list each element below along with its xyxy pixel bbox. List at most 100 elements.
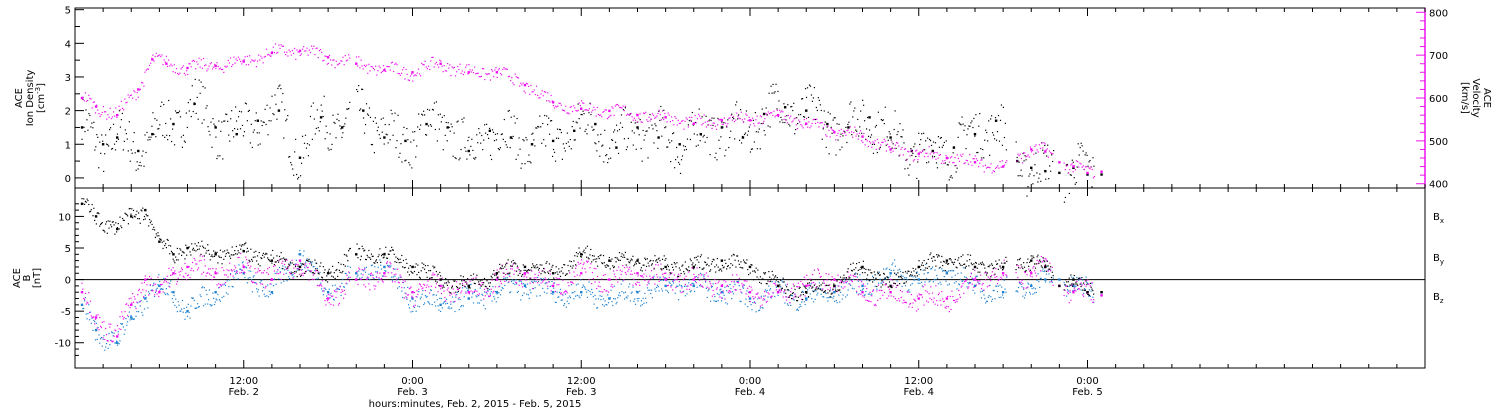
by-series-sample: [137, 311, 140, 313]
velocity-tick-label: 600: [1429, 94, 1448, 105]
bz-series-sample: [556, 284, 558, 286]
density-series-sample: [425, 134, 428, 136]
bz-series-sample: [338, 302, 340, 304]
velocity-series-sample: [1026, 155, 1028, 157]
density-series-sample: [855, 129, 857, 131]
bx-series-sample: [135, 214, 137, 216]
bz-series-sample: [1079, 278, 1081, 280]
bx-series-sample: [374, 262, 376, 264]
by-series-sample: [585, 291, 588, 293]
by-series-sample: [1034, 288, 1037, 290]
bz-series-sample: [526, 272, 529, 274]
bz-series-sample: [386, 261, 389, 263]
by-series-sample: [273, 278, 276, 280]
bx-series-point: [1001, 265, 1005, 269]
by-series-sample: [999, 284, 1001, 286]
by-series-sample: [731, 298, 733, 300]
bx-series-sample: [210, 255, 212, 258]
by-series-sample: [393, 268, 395, 270]
by-series-sample: [535, 280, 537, 283]
density-series-sample: [231, 110, 233, 112]
bx-series-sample: [341, 272, 343, 274]
by-series-sample: [595, 298, 597, 300]
bx-series-sample: [376, 261, 378, 264]
by-series-sample: [358, 270, 360, 272]
by-series-sample: [1003, 279, 1005, 281]
density-series-sample: [1016, 156, 1018, 159]
by-series-sample: [462, 305, 465, 307]
by-series-sample: [1050, 279, 1053, 282]
bz-series-sample: [379, 272, 381, 274]
density-series-sample: [733, 118, 735, 120]
by-series-sample: [460, 306, 462, 308]
by-series-sample: [164, 292, 166, 294]
bz-series-sample: [633, 278, 635, 280]
bz-series-point: [748, 291, 752, 294]
bz-series-sample: [124, 310, 126, 313]
bz-series-sample: [419, 284, 421, 286]
bz-series-sample: [915, 300, 917, 302]
density-axis-label: ACEIon Density[cm-3]: [14, 70, 47, 127]
bz-series-sample: [923, 304, 925, 306]
velocity-series-sample: [904, 148, 907, 150]
bz-series-sample: [680, 291, 682, 294]
by-series-sample: [596, 307, 598, 309]
bz-series-sample: [364, 286, 367, 288]
by-series-sample: [253, 275, 255, 277]
bx-series-point: [158, 240, 161, 243]
bz-series-sample: [625, 273, 627, 275]
density-series-sample: [919, 143, 921, 146]
bx-series-sample: [190, 254, 192, 256]
bz-series-sample: [984, 272, 986, 274]
by-series-sample: [428, 302, 430, 304]
density-series-sample: [197, 118, 199, 120]
bz-series-sample: [450, 301, 452, 303]
bx-series-sample: [114, 233, 116, 235]
by-series-sample: [158, 274, 160, 276]
velocity-series-sample: [153, 60, 155, 62]
by-series-sample: [537, 276, 539, 279]
velocity-series-point: [186, 66, 189, 70]
by-series-sample: [262, 286, 265, 288]
bx-series-sample: [464, 285, 466, 288]
by-series-sample: [115, 342, 117, 344]
bz-series-sample: [95, 314, 97, 316]
by-series-sample: [683, 290, 685, 292]
bz-series-sample: [874, 303, 876, 306]
by-series-sample: [546, 292, 548, 294]
velocity-series-sample: [141, 81, 143, 84]
bz-series-sample: [265, 286, 267, 288]
bx-series-sample: [362, 248, 364, 250]
by-series-sample: [934, 269, 936, 271]
bz-series-sample: [91, 316, 93, 318]
density-series-sample: [262, 121, 264, 123]
density-series-sample: [112, 123, 115, 125]
density-series-sample: [878, 148, 880, 150]
bz-series-sample: [383, 275, 385, 277]
bz-series-sample: [754, 296, 756, 298]
density-series-sample: [460, 148, 462, 151]
density-series-sample: [924, 149, 926, 151]
bx-series-sample: [224, 255, 227, 257]
by-series-sample: [510, 291, 512, 293]
by-series-sample: [569, 297, 572, 299]
bz-series-sample: [83, 297, 85, 300]
bz-series-sample: [132, 301, 135, 303]
velocity-series-sample: [389, 69, 391, 71]
velocity-series-sample: [1045, 149, 1047, 151]
density-series-sample: [256, 132, 258, 134]
bz-series-sample: [681, 287, 683, 289]
density-series-sample: [1047, 144, 1049, 146]
velocity-tick-label: 400: [1429, 180, 1448, 191]
by-series-sample: [247, 277, 249, 279]
velocity-series-sample: [438, 66, 440, 68]
density-series-sample: [1000, 104, 1003, 106]
velocity-series-sample: [809, 127, 811, 129]
velocity-series-sample: [478, 76, 480, 78]
bx-series-sample: [279, 258, 281, 260]
velocity-series-point: [917, 152, 920, 155]
velocity-series-sample: [445, 70, 448, 72]
bz-series-sample: [654, 283, 656, 285]
density-series-sample: [92, 127, 94, 129]
bx-series-sample: [173, 260, 175, 262]
